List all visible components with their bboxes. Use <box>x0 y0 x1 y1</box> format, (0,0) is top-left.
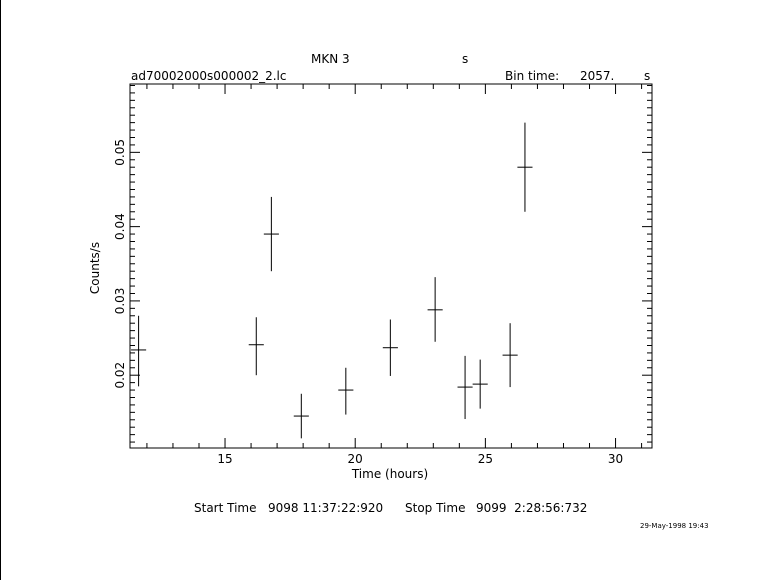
tick-labels: 15 20 25 30 0.02 0.03 0.04 0.05 <box>113 139 623 466</box>
data-point <box>293 393 309 439</box>
data-point <box>517 122 533 212</box>
plot-axes <box>129 83 653 449</box>
x-tick-label: 15 <box>217 452 232 466</box>
data-point <box>457 355 473 420</box>
y-tick-label: 0.02 <box>113 362 127 389</box>
file-name-label: ad70002000s000002_2.lc <box>131 69 287 83</box>
data-point <box>263 196 279 272</box>
data-point <box>248 317 264 376</box>
y-tick-label: 0.03 <box>113 288 127 315</box>
data-point <box>382 319 398 376</box>
x-tick-label: 30 <box>608 452 623 466</box>
title-unit-label: s <box>462 52 469 66</box>
window-left-border <box>0 0 1 580</box>
bin-time-unit: s <box>644 69 651 83</box>
x-tick-label: 25 <box>478 452 493 466</box>
data-point <box>502 323 518 388</box>
data-point <box>131 315 147 387</box>
data-points <box>131 122 533 439</box>
y-tick-label: 0.04 <box>113 213 127 240</box>
x-tick-label: 20 <box>348 452 363 466</box>
start-time-label: Start Time <box>194 501 257 515</box>
stop-time-label: Stop Time <box>405 501 466 515</box>
object-title: MKN 3 <box>311 52 350 66</box>
plot-frame <box>129 83 653 449</box>
data-point <box>338 367 354 415</box>
data-point <box>472 359 488 409</box>
y-axis-title: Counts/s <box>88 242 102 294</box>
axis-ticks <box>130 84 652 448</box>
bin-time-value: 2057. <box>580 69 615 83</box>
bin-time-label: Bin time: <box>505 69 560 83</box>
stop-time-value: 9099 2:28:56:732 <box>476 501 588 515</box>
x-axis-title: Time (hours) <box>351 467 428 481</box>
timestamp-label: 29-May-1998 19:43 <box>640 522 709 530</box>
y-tick-label: 0.05 <box>113 139 127 166</box>
start-time-value: 9098 11:37:22:920 <box>268 501 384 515</box>
data-point <box>427 277 443 342</box>
